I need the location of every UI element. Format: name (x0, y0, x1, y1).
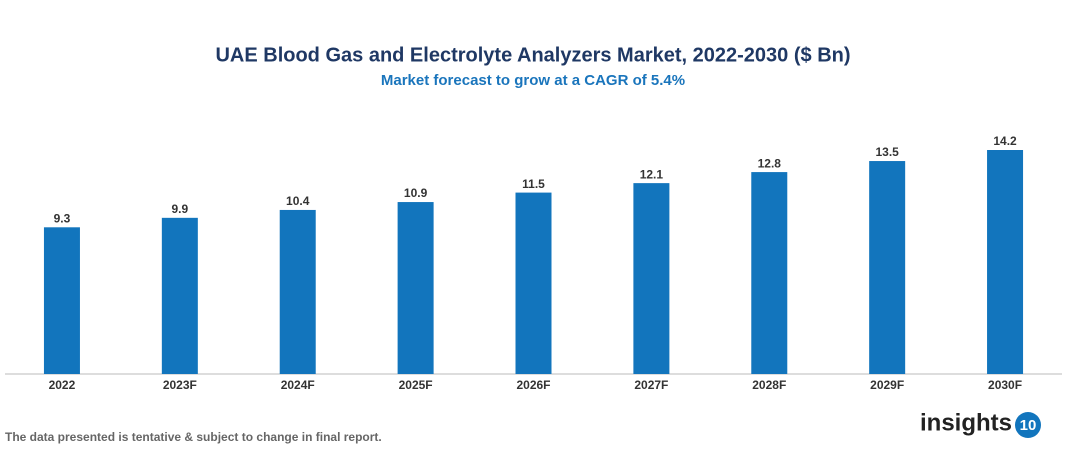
bar (987, 150, 1024, 374)
value-label: 9.3 (54, 211, 71, 225)
logo-text: insights (920, 409, 1012, 436)
x-tick-label: 2030F (988, 378, 1022, 392)
chart-subtitle: Market forecast to grow at a CAGR of 5.4… (381, 72, 685, 89)
logo-badge (1015, 412, 1041, 438)
x-tick-label: 2029F (870, 378, 904, 392)
bar (751, 172, 788, 374)
bar (397, 202, 434, 374)
x-tick-label: 2027F (634, 378, 668, 392)
value-label: 10.4 (286, 194, 310, 208)
value-label: 13.5 (875, 145, 899, 159)
value-label: 10.9 (404, 186, 428, 200)
logo-badge-text: 10 (1020, 417, 1037, 434)
x-tick-label: 2025F (399, 378, 433, 392)
bar (43, 227, 80, 374)
value-label: 12.1 (640, 167, 664, 181)
bar (279, 209, 316, 374)
bar (869, 161, 906, 374)
footnote: The data presented is tentative & subjec… (5, 430, 382, 444)
x-tick-label: 2023F (163, 378, 197, 392)
value-label: 14.2 (993, 134, 1017, 148)
chart-title: UAE Blood Gas and Electrolyte Analyzers … (215, 44, 850, 66)
bar (633, 183, 670, 374)
x-tick-label: 2028F (752, 378, 786, 392)
value-label: 11.5 (522, 177, 545, 191)
bar (161, 217, 198, 374)
x-tick-label: 2022 (49, 378, 76, 392)
x-tick-label: 2024F (281, 378, 315, 392)
value-label: 12.8 (758, 156, 782, 170)
x-tick-label: 2026F (516, 378, 550, 392)
value-label: 9.9 (171, 202, 188, 216)
bar (515, 192, 552, 374)
